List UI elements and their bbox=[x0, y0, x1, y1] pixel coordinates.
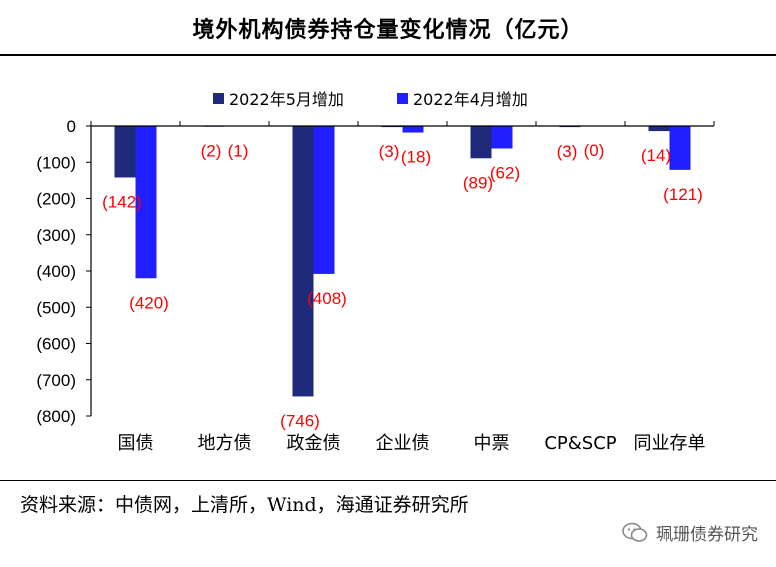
x-tick-label: 同业存单 bbox=[634, 433, 706, 454]
data-label: (0) bbox=[584, 141, 605, 160]
data-label: (408) bbox=[307, 289, 347, 308]
data-label: (142) bbox=[102, 192, 142, 211]
data-label: (14) bbox=[641, 146, 671, 165]
wechat-icon bbox=[622, 522, 648, 542]
bar bbox=[292, 126, 314, 397]
y-tick-label: (600) bbox=[36, 335, 76, 354]
x-tick-label: 国债 bbox=[118, 433, 154, 454]
bar bbox=[313, 126, 335, 274]
data-label: (746) bbox=[280, 411, 320, 430]
data-label: (18) bbox=[401, 148, 431, 167]
bar bbox=[135, 126, 157, 279]
data-label: (1) bbox=[228, 141, 249, 160]
x-tick-label: 中票 bbox=[474, 433, 510, 454]
bar bbox=[470, 126, 492, 159]
watermark-text: 珮珊债券研究 bbox=[656, 525, 758, 545]
source-note: 资料来源：中债网，上清所，Wind，海通证券研究所 bbox=[20, 494, 469, 516]
legend-label: 2022年4月增加 bbox=[413, 90, 528, 109]
y-tick-label: (700) bbox=[36, 371, 76, 390]
y-tick-label: 0 bbox=[67, 117, 76, 136]
legend-swatch bbox=[397, 93, 408, 104]
y-tick-label: (200) bbox=[36, 190, 76, 209]
bar bbox=[114, 126, 136, 178]
chart-title: 境外机构债券持仓量变化情况（亿元） bbox=[192, 17, 584, 43]
data-label: (2) bbox=[201, 142, 222, 161]
bar bbox=[648, 126, 670, 132]
data-label: (420) bbox=[129, 293, 169, 312]
legend-label: 2022年5月增加 bbox=[229, 90, 344, 109]
data-label: (62) bbox=[490, 163, 520, 182]
data-label: (121) bbox=[663, 185, 703, 204]
bar-chart: 0 (100) (200) (300) (400) (500) (600) (700) (800… bbox=[36, 90, 715, 454]
watermark: 珮珊债券研究 bbox=[622, 520, 758, 545]
x-tick-label: CP&SCP bbox=[544, 433, 616, 454]
data-label: (89) bbox=[463, 173, 493, 192]
y-tick-label: (800) bbox=[36, 407, 76, 426]
title-divider bbox=[0, 54, 776, 56]
y-tick-label: (300) bbox=[36, 226, 76, 245]
y-tick-label: (100) bbox=[36, 153, 76, 172]
y-tick-label: (500) bbox=[36, 298, 76, 317]
x-tick-label: 地方债 bbox=[198, 433, 252, 454]
bar bbox=[669, 126, 691, 170]
data-label: (3) bbox=[557, 142, 578, 161]
x-tick-label: 企业债 bbox=[376, 433, 430, 454]
bar bbox=[402, 126, 424, 133]
x-tick-label: 政金债 bbox=[287, 433, 341, 454]
footer-divider bbox=[0, 480, 776, 481]
data-label: (3) bbox=[379, 142, 400, 161]
bar bbox=[491, 126, 513, 149]
legend-swatch bbox=[213, 93, 224, 104]
y-tick-label: (400) bbox=[36, 262, 76, 281]
